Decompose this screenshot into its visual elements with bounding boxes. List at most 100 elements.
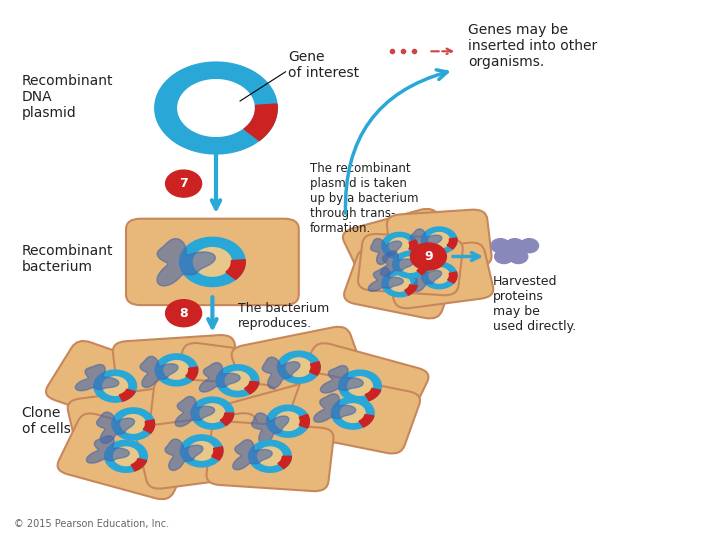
Text: The bacterium
reproduces.: The bacterium reproduces. <box>238 302 329 330</box>
Text: 8: 8 <box>179 307 188 320</box>
Polygon shape <box>179 237 246 287</box>
Polygon shape <box>381 251 413 276</box>
Circle shape <box>491 239 510 253</box>
Polygon shape <box>262 357 300 388</box>
Polygon shape <box>417 265 428 275</box>
Polygon shape <box>180 435 223 467</box>
Polygon shape <box>86 436 130 463</box>
Polygon shape <box>338 370 382 402</box>
Polygon shape <box>314 394 356 422</box>
Polygon shape <box>421 227 457 254</box>
Polygon shape <box>421 262 457 289</box>
Polygon shape <box>278 456 292 469</box>
Polygon shape <box>225 372 250 390</box>
FancyBboxPatch shape <box>292 343 428 429</box>
Circle shape <box>166 170 202 197</box>
FancyBboxPatch shape <box>172 343 303 418</box>
Polygon shape <box>400 257 420 272</box>
Text: Harvested
proteins
may be
used directly.: Harvested proteins may be used directly. <box>493 275 577 333</box>
Polygon shape <box>120 389 135 401</box>
Polygon shape <box>245 381 259 394</box>
Polygon shape <box>359 415 374 427</box>
FancyBboxPatch shape <box>344 248 455 319</box>
Polygon shape <box>341 404 365 422</box>
Polygon shape <box>244 104 277 140</box>
Polygon shape <box>76 364 119 391</box>
Circle shape <box>509 249 528 264</box>
Polygon shape <box>429 233 449 248</box>
FancyBboxPatch shape <box>220 379 356 464</box>
Polygon shape <box>348 377 372 395</box>
Polygon shape <box>365 388 381 401</box>
Circle shape <box>166 300 202 327</box>
Text: Recombinant
bacterium: Recombinant bacterium <box>22 244 113 274</box>
Polygon shape <box>131 458 147 471</box>
Polygon shape <box>186 367 198 380</box>
Text: © 2015 Pearson Education, Inc.: © 2015 Pearson Education, Inc. <box>14 519 169 529</box>
Polygon shape <box>140 356 178 388</box>
Polygon shape <box>251 413 289 444</box>
Polygon shape <box>104 440 148 472</box>
Polygon shape <box>96 412 135 443</box>
Polygon shape <box>410 265 441 292</box>
Circle shape <box>505 239 524 253</box>
Polygon shape <box>226 260 246 279</box>
FancyBboxPatch shape <box>343 209 456 282</box>
Polygon shape <box>165 439 203 470</box>
Polygon shape <box>164 361 189 379</box>
FancyBboxPatch shape <box>136 413 267 489</box>
Polygon shape <box>248 440 292 472</box>
FancyBboxPatch shape <box>232 327 366 408</box>
Text: 9: 9 <box>424 250 433 263</box>
Polygon shape <box>371 239 402 265</box>
Polygon shape <box>320 366 364 393</box>
Text: Gene
of interest: Gene of interest <box>288 50 359 80</box>
Polygon shape <box>103 377 127 395</box>
Polygon shape <box>112 408 155 440</box>
Circle shape <box>495 249 513 264</box>
Polygon shape <box>382 232 418 259</box>
Polygon shape <box>121 415 145 433</box>
Polygon shape <box>194 248 231 276</box>
Polygon shape <box>266 405 310 437</box>
Polygon shape <box>409 240 418 251</box>
Circle shape <box>520 239 539 253</box>
Polygon shape <box>216 364 259 397</box>
FancyBboxPatch shape <box>46 341 184 431</box>
FancyBboxPatch shape <box>385 242 493 308</box>
Polygon shape <box>448 272 457 283</box>
Polygon shape <box>300 414 310 428</box>
FancyArrowPatch shape <box>346 70 447 213</box>
Polygon shape <box>390 276 410 291</box>
FancyBboxPatch shape <box>358 234 463 295</box>
Polygon shape <box>233 440 272 470</box>
Polygon shape <box>114 447 138 465</box>
Polygon shape <box>94 370 137 402</box>
Polygon shape <box>258 447 282 465</box>
Polygon shape <box>277 351 320 383</box>
FancyBboxPatch shape <box>126 219 299 305</box>
FancyBboxPatch shape <box>387 210 492 271</box>
Text: 7: 7 <box>179 177 188 190</box>
Polygon shape <box>392 251 428 278</box>
Polygon shape <box>157 239 215 286</box>
FancyBboxPatch shape <box>68 386 199 462</box>
Polygon shape <box>155 354 198 386</box>
Polygon shape <box>155 62 277 154</box>
Polygon shape <box>369 268 403 292</box>
Polygon shape <box>287 358 311 376</box>
Polygon shape <box>189 442 214 460</box>
Text: Clone
of cells: Clone of cells <box>22 406 71 436</box>
Polygon shape <box>212 447 223 460</box>
Polygon shape <box>447 238 457 249</box>
Text: Genes may be
inserted into other
organisms.: Genes may be inserted into other organis… <box>468 23 598 69</box>
Text: Recombinant
DNA
plasmid: Recombinant DNA plasmid <box>22 74 113 120</box>
FancyBboxPatch shape <box>286 373 420 454</box>
FancyBboxPatch shape <box>207 421 333 491</box>
Polygon shape <box>143 420 155 433</box>
Polygon shape <box>191 397 234 429</box>
Polygon shape <box>199 363 240 392</box>
Text: The recombinant
plasmid is taken
up by a bacterium
through trans-
formation.: The recombinant plasmid is taken up by a… <box>310 162 418 235</box>
FancyBboxPatch shape <box>149 378 276 448</box>
Polygon shape <box>331 397 374 429</box>
